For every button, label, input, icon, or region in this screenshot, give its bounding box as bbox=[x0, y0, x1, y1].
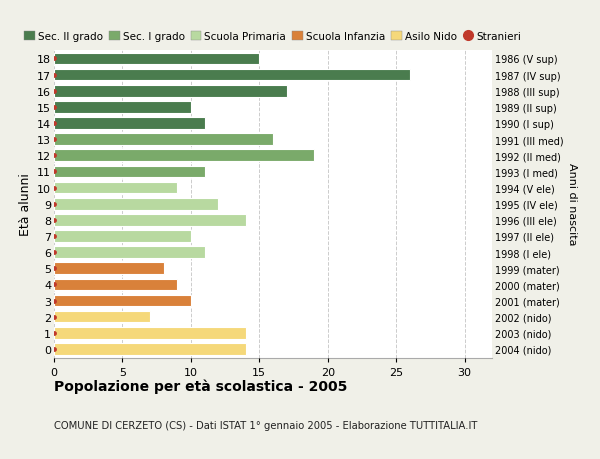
Bar bbox=[54, 231, 191, 242]
Bar bbox=[54, 343, 245, 355]
Legend: Sec. II grado, Sec. I grado, Scuola Primaria, Scuola Infanzia, Asilo Nido, Stran: Sec. II grado, Sec. I grado, Scuola Prim… bbox=[25, 32, 521, 42]
Bar bbox=[54, 86, 287, 97]
Bar bbox=[54, 214, 245, 226]
Y-axis label: Età alunni: Età alunni bbox=[19, 173, 32, 235]
Bar bbox=[54, 118, 205, 129]
Bar bbox=[54, 70, 410, 81]
Bar bbox=[54, 166, 205, 178]
Bar bbox=[54, 263, 163, 274]
Bar bbox=[54, 134, 273, 146]
Y-axis label: Anni di nascita: Anni di nascita bbox=[567, 163, 577, 246]
Bar bbox=[54, 102, 191, 113]
Bar bbox=[54, 327, 245, 339]
Bar bbox=[54, 54, 259, 65]
Text: Popolazione per età scolastica - 2005: Popolazione per età scolastica - 2005 bbox=[54, 379, 347, 393]
Bar bbox=[54, 311, 150, 323]
Text: COMUNE DI CERZETO (CS) - Dati ISTAT 1° gennaio 2005 - Elaborazione TUTTITALIA.IT: COMUNE DI CERZETO (CS) - Dati ISTAT 1° g… bbox=[54, 420, 478, 430]
Bar bbox=[54, 247, 205, 258]
Bar bbox=[54, 279, 177, 291]
Bar bbox=[54, 198, 218, 210]
Bar bbox=[54, 150, 314, 162]
Bar bbox=[54, 295, 191, 307]
Bar bbox=[54, 182, 177, 194]
